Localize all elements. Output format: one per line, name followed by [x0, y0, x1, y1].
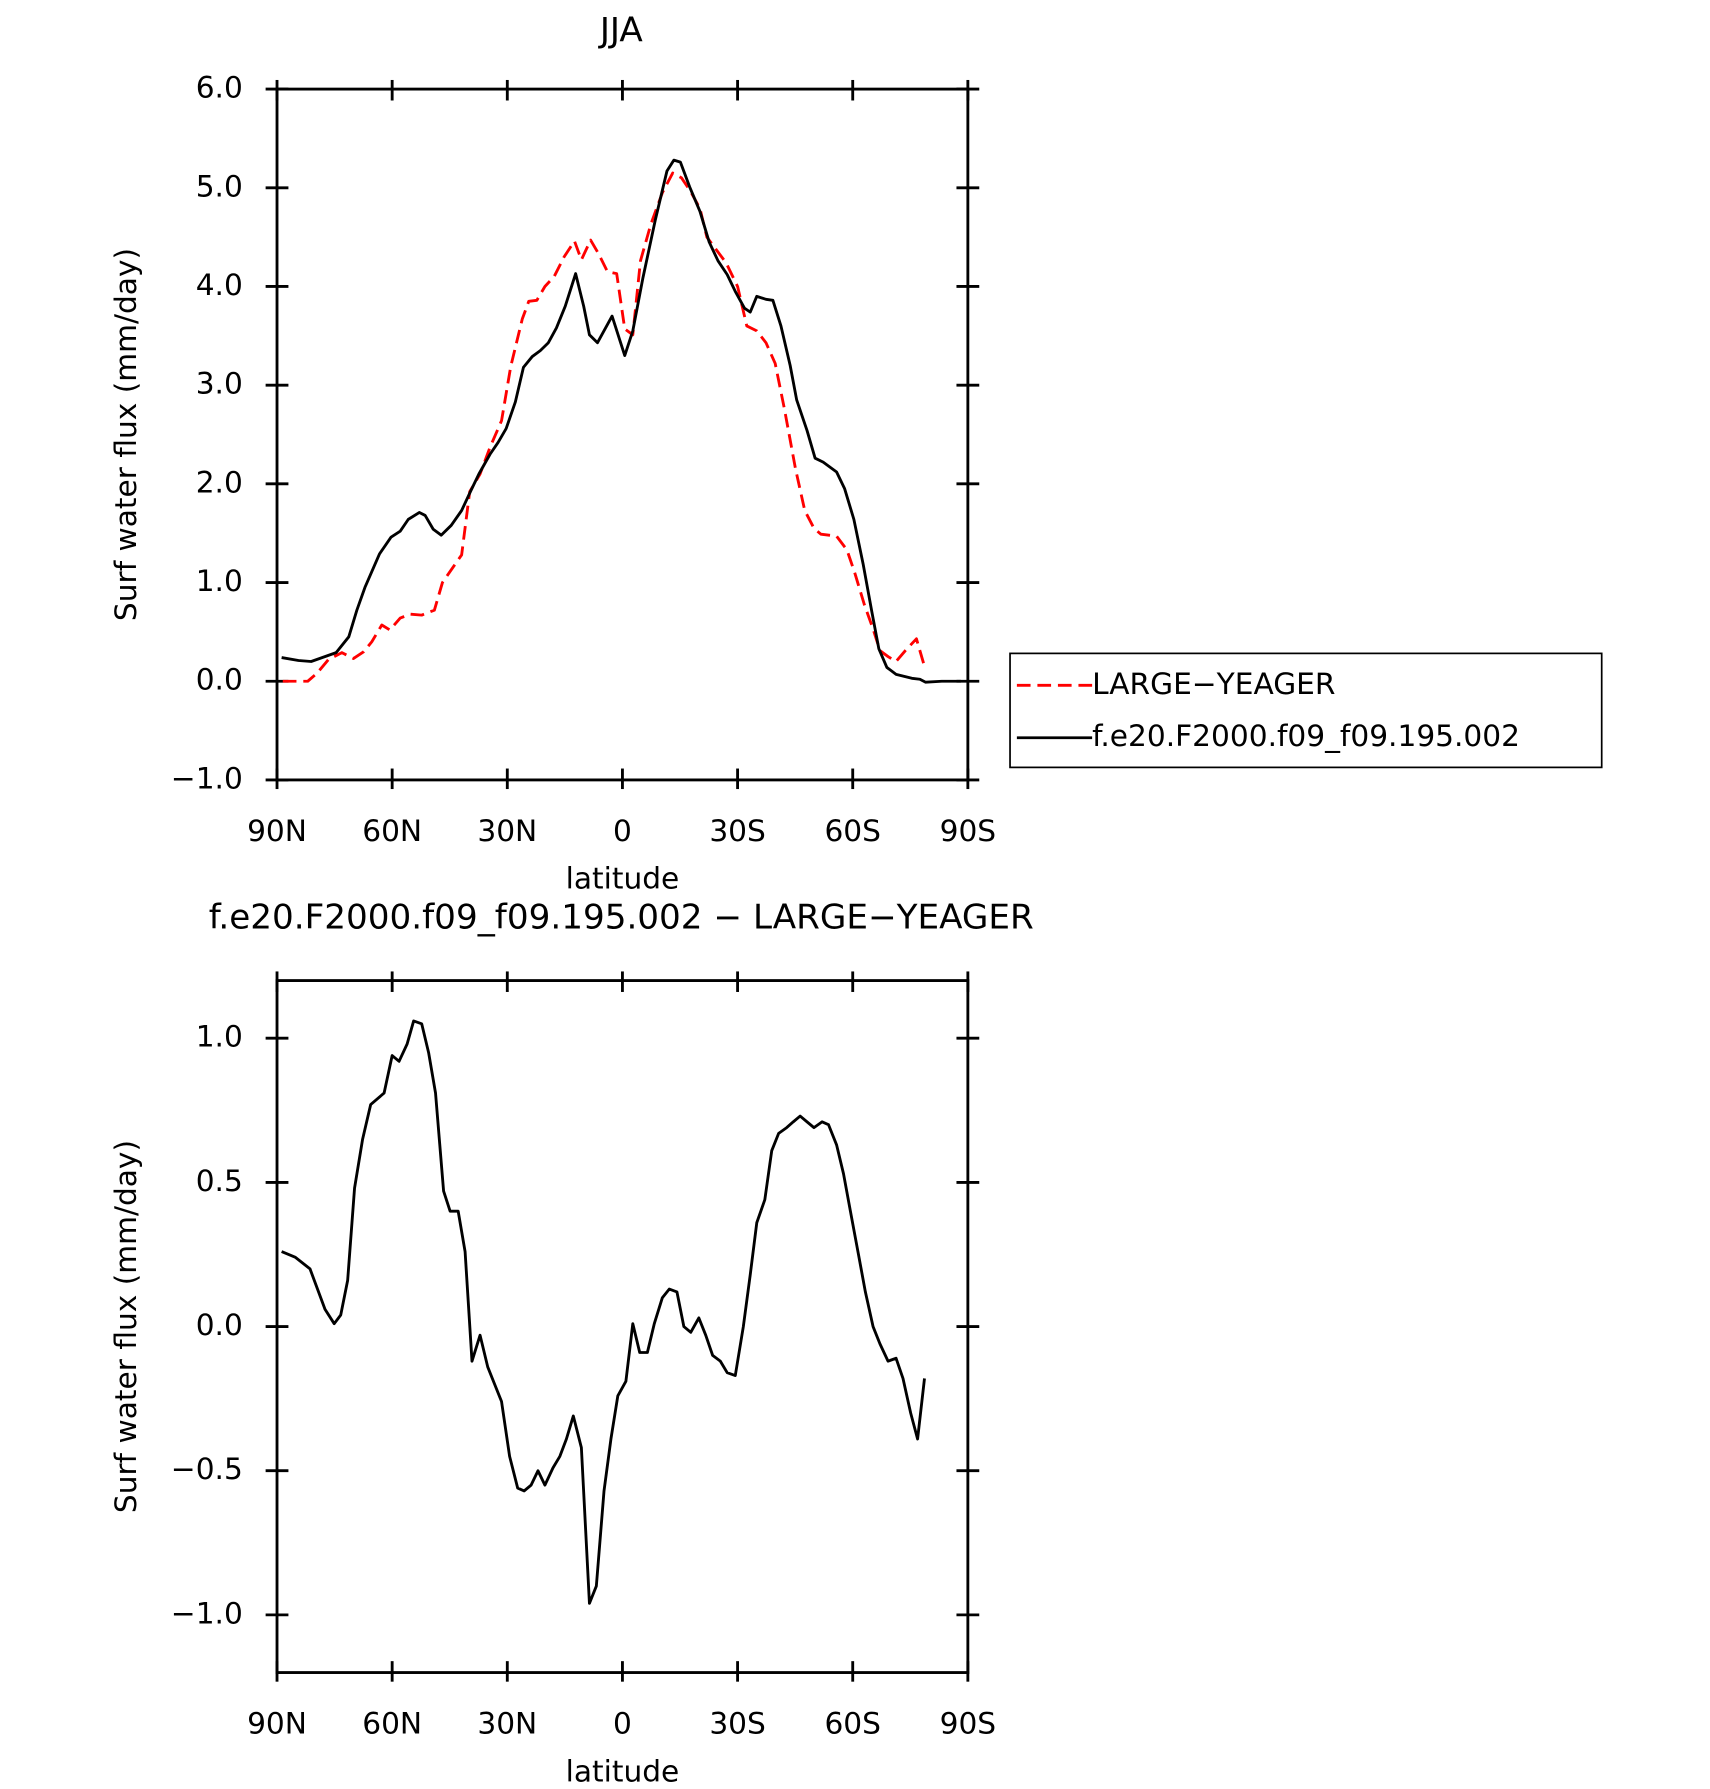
- y-axis-label: Surf water flux (mm/day): [108, 1140, 143, 1513]
- legend-label: f.e20.F2000.f09_f09.195.002: [1092, 718, 1520, 753]
- x-tick-label: 0: [613, 1705, 632, 1740]
- x-tick-label: 30S: [709, 1705, 766, 1740]
- x-tick-label: 60S: [824, 1705, 881, 1740]
- y-tick-label: −1.0: [171, 760, 243, 795]
- y-tick-label: 2.0: [196, 464, 243, 499]
- x-axis-label: latitude: [566, 1753, 680, 1788]
- y-tick-label: 1.0: [196, 563, 243, 598]
- y-tick-label: 3.0: [196, 366, 243, 401]
- legend-label: LARGE−YEAGER: [1092, 666, 1335, 701]
- plot-frame: [275, 87, 970, 782]
- x-tick-label: 60N: [362, 813, 422, 848]
- y-tick-label: 0.0: [196, 662, 243, 697]
- x-axis-label: latitude: [566, 861, 680, 896]
- legend-box: [1009, 652, 1603, 769]
- y-tick-label: 4.0: [196, 267, 243, 302]
- x-tick-label: 90N: [247, 813, 307, 848]
- x-tick-label: 30N: [477, 813, 537, 848]
- y-axis-label: Surf water flux (mm/day): [108, 248, 143, 621]
- chart-title: JJA: [598, 11, 644, 51]
- data-line: [281, 1019, 926, 1605]
- x-tick-label: 60N: [362, 1705, 422, 1740]
- y-tick-label: −1.0: [171, 1595, 243, 1630]
- y-tick-label: 5.0: [196, 168, 243, 203]
- x-tick-label: 30S: [709, 813, 766, 848]
- plot-frame: [275, 979, 970, 1674]
- y-tick-label: 0.0: [196, 1307, 243, 1342]
- y-tick-label: 0.5: [196, 1163, 243, 1198]
- x-tick-label: 30N: [477, 1705, 537, 1740]
- y-tick-label: 6.0: [196, 70, 243, 105]
- x-tick-label: 90N: [247, 1705, 307, 1740]
- x-tick-label: 90S: [940, 1705, 997, 1740]
- data-line: [281, 158, 961, 684]
- x-tick-label: 90S: [940, 813, 997, 848]
- x-tick-label: 60S: [824, 813, 881, 848]
- y-tick-label: −0.5: [171, 1451, 243, 1486]
- y-tick-label: 1.0: [196, 1019, 243, 1054]
- data-line: [282, 171, 926, 683]
- chart-title: f.e20.F2000.f09_f09.195.002 − LARGE−YEAG…: [209, 898, 1034, 938]
- x-tick-label: 0: [613, 813, 632, 848]
